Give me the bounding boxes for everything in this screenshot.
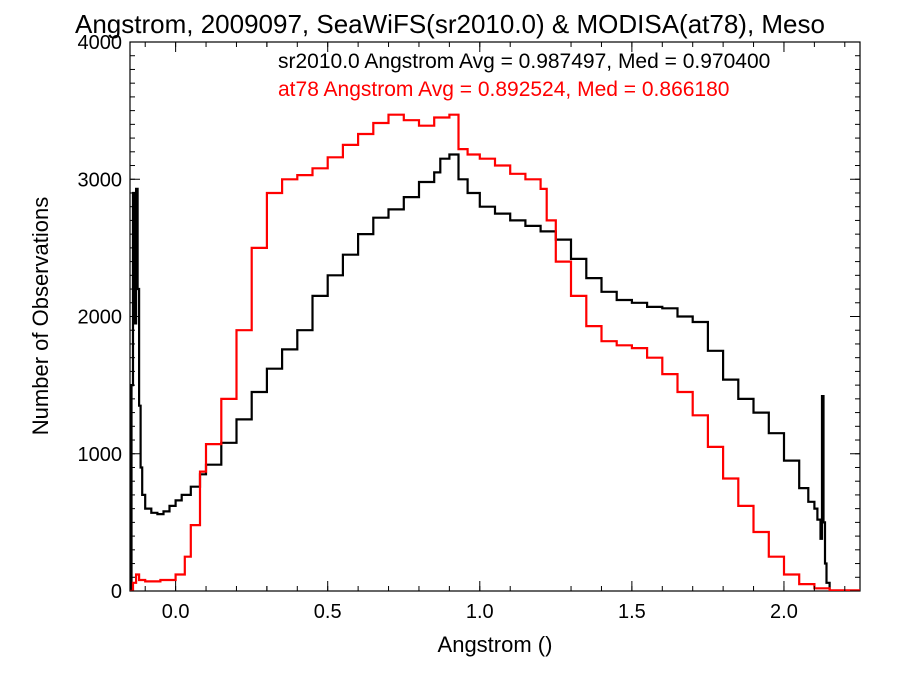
ticks-layer: 0.0 0.5 1.0 1.5 2.0 0 1000 2000 3000 4000 (78, 32, 860, 623)
legend-entry-at78: at78 Angstrom Avg = 0.892524, Med = 0.86… (278, 78, 729, 101)
x-tick-label: 1.5 (618, 601, 646, 623)
series-layer (130, 113, 860, 591)
plot-frame (129, 41, 861, 592)
y-tick-label: 1000 (78, 444, 123, 466)
y-axis-label: Number of Observations (28, 197, 53, 435)
y-tick-label: 2000 (78, 307, 123, 329)
y-tick-label: 0 (111, 581, 122, 603)
legend-entry-sr2010: sr2010.0 Angstrom Avg = 0.987497, Med = … (278, 50, 770, 73)
x-tick-label: 0.5 (314, 601, 342, 623)
x-tick-label: 2.0 (770, 601, 798, 623)
x-tick-label: 0.0 (162, 601, 190, 623)
y-tick-label: 4000 (78, 32, 123, 54)
plot-area: 0.0 0.5 1.0 1.5 2.0 0 1000 2000 3000 4000 (78, 32, 861, 623)
chart-title: Angstrom, 2009097, SeaWiFS(sr2010.0) & M… (75, 9, 825, 39)
series-line-0 (130, 153, 831, 591)
x-axis-label: Angstrom () (438, 632, 553, 657)
y-tick-label: 3000 (78, 169, 123, 191)
x-tick-label: 1.0 (466, 601, 494, 623)
series-line-1 (130, 113, 860, 591)
